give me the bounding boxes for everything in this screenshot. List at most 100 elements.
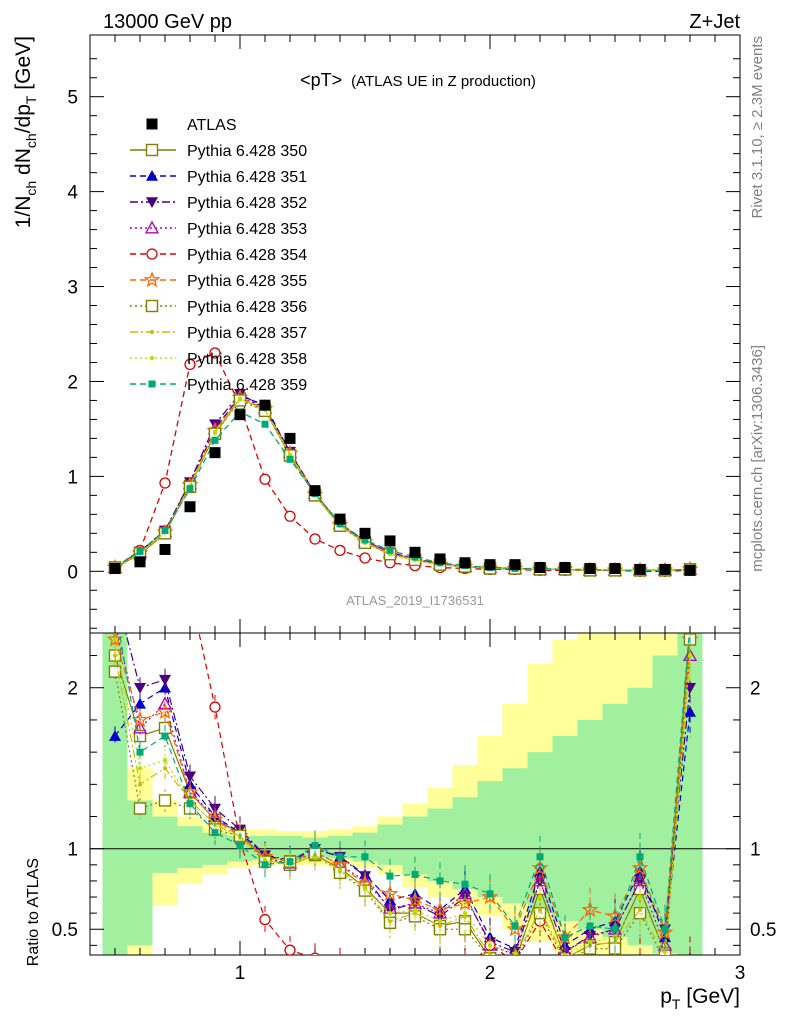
legend-label-5: Pythia 6.428 355 (187, 273, 307, 290)
series-point-ratio-8 (637, 894, 643, 900)
data-point-main (659, 563, 671, 575)
series-line-ratio-4 (198, 633, 561, 955)
series-point-ratio-4 (635, 956, 645, 966)
band-inner-16 (502, 768, 528, 904)
data-point-main (259, 399, 271, 411)
series-line-ratio-3 (116, 633, 691, 955)
side-mcplots-label: mcplots.cern.ch [arXiv:1306.3436] (749, 345, 766, 572)
series-point-ratio-9 (636, 853, 644, 861)
main-series (106, 347, 699, 578)
series-point-ratio-4 (135, 522, 145, 532)
series-point-ratio-9 (461, 880, 469, 888)
series-point-ratio-4 (660, 956, 670, 966)
series-point-ratio-7 (563, 956, 567, 960)
data-point-main (359, 527, 371, 539)
series-line-main-6 (114, 399, 691, 572)
data-point-main (484, 559, 496, 571)
series-point-ratio-4 (209, 701, 221, 713)
series-point-main-9 (136, 547, 144, 555)
series-point-ratio-2 (109, 586, 121, 597)
band-inner-2 (152, 816, 178, 873)
series-point-ratio-9 (186, 800, 194, 808)
series-line-main-2 (114, 392, 691, 572)
legend-label-4: Pythia 6.428 354 (187, 247, 307, 264)
plot-title-main: <pT> (300, 70, 342, 90)
series-point-ratio-3 (532, 873, 548, 887)
legend-label-1: Pythia 6.428 351 (187, 169, 307, 186)
data-point-main (459, 557, 471, 569)
series-point-ratio-2 (159, 674, 171, 686)
data-point-main (384, 535, 396, 547)
legend-label-7: Pythia 6.428 357 (187, 325, 307, 342)
legend-marker-1 (146, 170, 158, 181)
series-point-ratio-8 (412, 907, 418, 913)
series-point-ratio-4 (610, 956, 620, 966)
data-point-main (209, 447, 221, 459)
series-point-ratio-8 (537, 894, 543, 900)
series-point-main-4 (359, 552, 371, 564)
series-point-ratio-9 (661, 925, 669, 933)
y-tick-label-main: 1 (67, 467, 78, 488)
series-point-ratio-4 (385, 969, 395, 979)
series-point-ratio-9 (411, 871, 419, 878)
series-point-main-4 (159, 477, 171, 489)
data-point-main (534, 562, 546, 574)
series-point-ratio-6 (560, 956, 571, 967)
series-point-ratio-4 (259, 913, 271, 926)
series-point-ratio-7 (538, 907, 542, 912)
series-line-main-3 (114, 395, 691, 572)
series-point-ratio-5 (456, 894, 474, 911)
series-point-ratio-9 (261, 861, 269, 869)
series-point-ratio-8 (562, 952, 568, 955)
x-axis-label: pT [GeV] (660, 985, 740, 1012)
series-point-ratio-4 (160, 554, 170, 564)
series-point-ratio-8 (462, 910, 468, 916)
series-point-ratio-9 (386, 872, 394, 880)
series-point-ratio-8 (162, 757, 168, 763)
series-point-main-9 (261, 420, 269, 428)
legend-marker-2 (146, 197, 158, 208)
series-point-ratio-9 (286, 858, 294, 866)
data-point-main (509, 559, 521, 571)
legend-label-data: ATLAS (187, 117, 237, 134)
side-rivet-label: Rivet 3.1.10, ≥ 2.3M events (749, 36, 766, 219)
legend-marker-5 (143, 271, 161, 288)
band-inner-22 (652, 655, 678, 954)
data-point-main (309, 485, 321, 497)
series-point-ratio-4 (685, 956, 695, 966)
series-point-main-9 (186, 485, 194, 493)
x-tick-label: 3 (735, 963, 746, 984)
series-point-main-4 (309, 533, 321, 545)
series-point-main-9 (286, 455, 294, 463)
legend-label-3: Pythia 6.428 353 (187, 221, 307, 238)
series-point-ratio-2 (134, 682, 146, 694)
series-point-ratio-8 (487, 943, 493, 948)
series-line-ratio-8 (114, 639, 691, 955)
series-point-ratio-9 (311, 842, 319, 850)
data-point-main (284, 432, 296, 444)
data-point-main (684, 564, 696, 576)
header-right-label: Z+Jet (689, 11, 740, 33)
series-point-ratio-8 (362, 886, 368, 892)
series-point-ratio-9 (687, 620, 694, 627)
band-inner-0 (102, 633, 128, 955)
legend-marker-8 (149, 355, 155, 361)
series-point-main-4 (209, 347, 221, 359)
band-inner-11 (377, 824, 403, 865)
series-point-ratio-8 (112, 637, 118, 642)
series-point-ratio-4 (310, 952, 320, 955)
y-tick-label-main: 0 (67, 562, 78, 583)
series-point-ratio-4 (460, 964, 470, 974)
series-point-ratio-8 (262, 857, 268, 863)
data-point-main (559, 562, 571, 574)
x-tick-label: 1 (235, 963, 246, 984)
band-inner-3 (177, 826, 203, 869)
band-inner-18 (552, 736, 578, 922)
series-point-ratio-5 (131, 711, 149, 728)
legend-marker-data (146, 118, 158, 130)
header-left-label: 13000 GeV pp (103, 11, 232, 33)
series-point-ratio-9 (361, 853, 369, 861)
series-point-ratio-1 (109, 730, 121, 741)
series-point-ratio-6 (660, 956, 671, 967)
